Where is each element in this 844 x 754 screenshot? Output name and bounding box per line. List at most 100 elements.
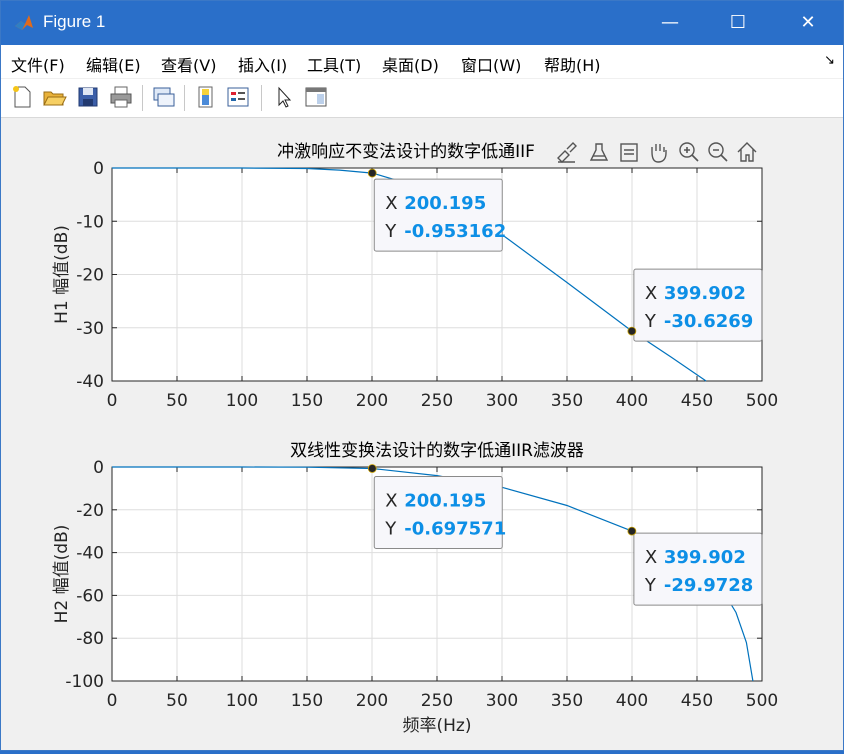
print-icon[interactable] [108,84,134,110]
y-tick-label: -40 [76,372,104,392]
chart-title: 双线性变换法设计的数字低通IIR滤波器 [290,441,584,461]
pan-hand-icon[interactable] [651,144,667,163]
property-inspector-icon[interactable] [303,84,329,110]
x-tick-label: 100 [226,691,258,711]
figure-canvas: 0 50 100 150 200 250 300 350 400 450 500 0 -10 -20 -30… [1,118,843,750]
datatip-x-value: 200.195 [404,490,486,511]
datatip-x-value: 200.195 [404,193,486,214]
toolbar-separator [184,85,185,111]
x-tick-label: 450 [681,691,713,711]
menu-bar: 文件(F) 编辑(E) 查看(V) 插入(I) 工具(T) 桌面(D) 窗口(W… [1,45,843,78]
x-tick-label: 150 [291,391,323,411]
datatip-box[interactable] [633,268,763,342]
menu-desktop[interactable]: 桌面(D) [382,56,439,75]
zoom-in-icon[interactable] [679,142,699,162]
y-tick-label: 0 [93,159,104,179]
datatip-y-value: -0.953162 [404,221,506,242]
y-tick-label: -10 [76,212,104,232]
x-tick-label: 0 [107,691,118,711]
datatip-y-label: Y [644,311,657,332]
datatip-y-label: Y [384,518,397,539]
link-plot-icon[interactable] [151,84,177,110]
home-icon[interactable] [737,142,757,162]
y-tick-label: -20 [76,266,104,286]
datatip-box[interactable] [373,178,503,252]
datatip-x-value: 399.902 [664,547,746,568]
toolbar-separator [142,85,143,111]
insert-colorbar-icon[interactable] [193,84,219,110]
y-tick-label: -30 [76,319,104,339]
datatip-marker[interactable] [367,464,377,473]
x-tick-label: 400 [616,391,648,411]
menu-insert[interactable]: 插入(I) [238,56,288,75]
datatip-y-label: Y [384,221,397,242]
window-title: Figure 1 [43,12,106,31]
zoom-out-icon[interactable] [708,142,728,162]
x-tick-label: 200 [356,691,388,711]
x-tick-label: 0 [107,391,118,411]
x-tick-label: 50 [166,691,188,711]
y-tick-label: -100 [65,672,104,692]
datatip-box[interactable] [633,532,763,606]
maximize-button[interactable]: ☐ [729,12,747,33]
menu-overflow-icon[interactable]: ↘ [824,53,835,68]
save-icon[interactable] [75,84,101,110]
x-tick-label: 450 [681,391,713,411]
y-axis-label: H2 幅值(dB) [52,525,72,624]
x-tick-label: 500 [746,391,778,411]
datatip-marker[interactable] [627,526,637,536]
minimize-button[interactable]: — [661,12,679,33]
y-tick-label: -20 [76,501,104,521]
menu-file[interactable]: 文件(F) [11,56,65,75]
figure-svg: 0 50 100 150 200 250 300 350 400 450 500 0 -10 -20 -30… [52,142,778,736]
datatip-marker[interactable] [367,168,377,178]
y-tick-label: 0 [93,458,104,478]
x-tick-label: 250 [421,391,453,411]
new-figure-icon[interactable] [9,84,35,110]
datatip-y-label: Y [644,575,657,596]
insert-legend-icon[interactable] [225,84,251,110]
chart-title: 冲激响应不变法设计的数字低通IIF [277,142,535,162]
x-tick-label: 300 [486,391,518,411]
x-axis-label: 频率(Hz) [403,716,472,736]
y-tick-label: -60 [76,586,104,606]
zoom-out-box-icon[interactable] [620,143,638,162]
open-file-icon[interactable] [41,84,67,110]
datatip-marker[interactable] [627,326,637,336]
x-tick-label: 100 [226,391,258,411]
toolbar-separator [261,85,262,111]
datatip-y-value: -0.697571 [404,518,506,539]
x-tick-label: 350 [551,691,583,711]
menu-tools[interactable]: 工具(T) [307,56,362,75]
datatip-y-value: -30.6269 [664,311,753,332]
toolbar [1,79,843,118]
menu-window[interactable]: 窗口(W) [461,56,522,75]
data-tips-icon[interactable] [589,143,609,161]
matlab-logo-icon [15,15,33,30]
close-button[interactable]: ✕ [800,12,816,33]
datatip-y-value: -29.9728 [664,575,753,596]
title-bar: Figure 1 — ☐ ✕ [1,1,843,45]
y-axis-label: H1 幅值(dB) [52,225,72,324]
x-tick-label: 200 [356,391,388,411]
x-tick-label: 150 [291,691,323,711]
menu-view[interactable]: 查看(V) [161,56,217,75]
y-tick-label: -80 [76,629,104,649]
datatip-x-label: X [385,490,397,511]
x-tick-label: 400 [616,691,648,711]
x-tick-label: 250 [421,691,453,711]
brush-icon[interactable] [557,142,577,163]
datatip-x-label: X [385,193,397,214]
datatip-x-label: X [645,283,657,304]
y-tick-label: -40 [76,544,104,564]
x-tick-label: 500 [746,691,778,711]
menu-edit[interactable]: 编辑(E) [86,56,141,75]
menu-help[interactable]: 帮助(H) [544,56,601,75]
datatip-x-value: 399.902 [664,283,746,304]
series-line [112,466,754,682]
pointer-icon[interactable] [271,84,297,110]
datatip-box[interactable] [373,475,503,549]
x-tick-label: 300 [486,691,518,711]
x-tick-label: 350 [551,391,583,411]
